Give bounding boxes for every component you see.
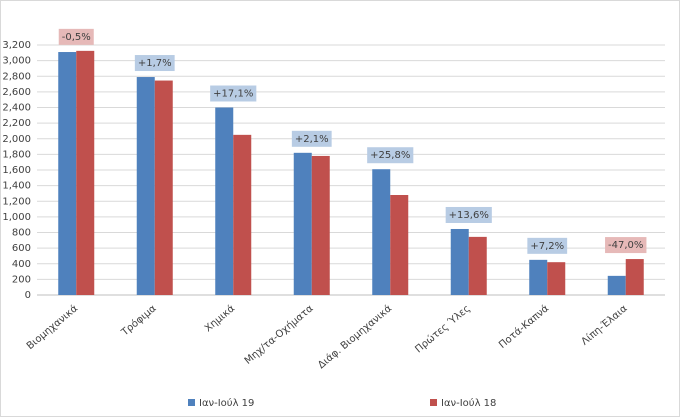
change-label-text: +7,2%: [530, 241, 564, 252]
bar: [136, 77, 155, 295]
legend-swatch: [430, 399, 437, 406]
change-label-box: [210, 85, 257, 102]
change-label-text: +2,1%: [295, 134, 329, 145]
y-tick-label: 1,200: [2, 196, 31, 207]
change-label: -47,0%: [605, 237, 647, 254]
y-tick-label: 800: [12, 228, 31, 239]
y-tick-label: 200: [12, 274, 31, 285]
change-label-text: +17,1%: [213, 89, 253, 100]
legend-label: Ιαν-Ιούλ 18: [441, 397, 496, 409]
change-label-box: [291, 130, 332, 147]
change-label: +1,7%: [134, 55, 175, 72]
change-label-text: -0,5%: [62, 32, 91, 43]
bar: [529, 259, 548, 295]
change-label: +13,6%: [445, 206, 492, 223]
change-label-box: [134, 55, 175, 72]
legend-swatch: [188, 399, 195, 406]
change-label-box: [367, 147, 414, 164]
bar: [625, 259, 644, 295]
bar: [233, 134, 252, 295]
y-tick-label: 2,000: [2, 134, 31, 145]
y-tick-label: 2,200: [2, 118, 31, 129]
change-label: +17,1%: [210, 85, 257, 102]
y-tick-label: 1,400: [2, 181, 31, 192]
change-label-box: [445, 206, 492, 223]
bar: [547, 262, 566, 295]
y-tick-label: 600: [12, 243, 31, 254]
bar: [58, 52, 77, 295]
change-label: +25,8%: [367, 147, 414, 164]
bar: [468, 236, 487, 295]
bar: [450, 228, 469, 295]
change-label: +2,1%: [291, 130, 332, 147]
y-tick-label: 2,600: [2, 87, 31, 98]
bar: [390, 195, 409, 295]
bar: [372, 169, 391, 295]
change-label: -0,5%: [58, 28, 94, 45]
y-tick-label: 3,000: [2, 56, 31, 67]
change-label-text: +25,8%: [370, 150, 410, 161]
bar: [154, 80, 173, 295]
change-label: +7,2%: [527, 237, 568, 254]
y-tick-label: 3,200: [2, 40, 31, 51]
change-label-box: [527, 237, 568, 254]
y-tick-label: 2,400: [2, 103, 31, 114]
bar: [607, 275, 626, 295]
y-tick-label: 2,800: [2, 71, 31, 82]
y-tick-label: 1,000: [2, 212, 31, 223]
change-label-box: [605, 237, 647, 254]
bar: [293, 152, 312, 295]
legend-label: Ιαν-Ιούλ 19: [199, 397, 254, 409]
y-tick-label: 1,600: [2, 165, 31, 176]
bar: [311, 155, 330, 295]
y-tick-label: 400: [12, 259, 31, 270]
bar: [76, 50, 95, 295]
change-label-text: -47,0%: [608, 240, 643, 251]
y-tick-label: 0: [25, 290, 31, 301]
change-label-box: [58, 28, 94, 45]
bar: [215, 107, 234, 295]
change-label-text: +1,7%: [138, 58, 172, 69]
y-tick-label: 1,800: [2, 149, 31, 160]
change-label-text: +13,6%: [449, 210, 489, 221]
